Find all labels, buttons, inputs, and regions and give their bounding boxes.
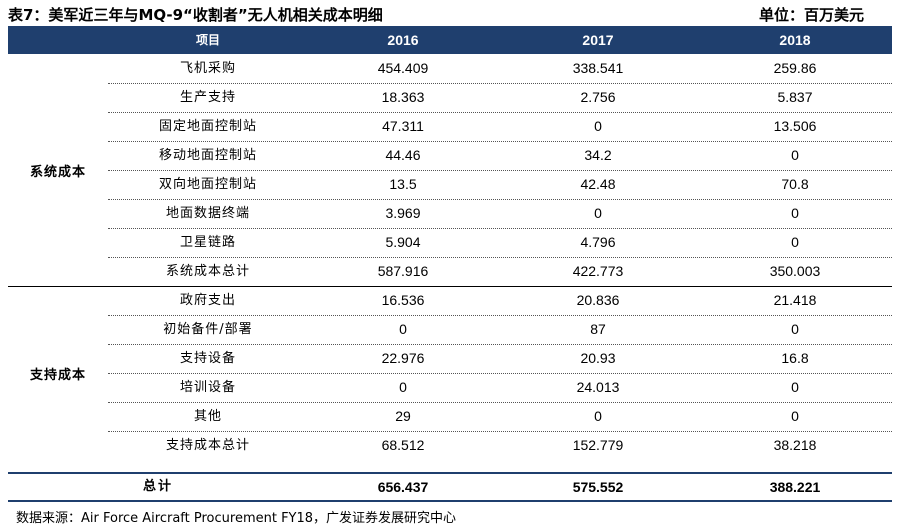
row-divider bbox=[108, 141, 892, 142]
row-label: 飞机采购 bbox=[179, 61, 236, 76]
row-divider bbox=[108, 199, 892, 200]
cell-value: 20.93 bbox=[580, 350, 616, 366]
row-divider bbox=[108, 170, 892, 171]
table-row: 其他 29 0 0 bbox=[8, 402, 892, 431]
table-row: 双向地面控制站 13.5 42.48 70.8 bbox=[8, 170, 892, 199]
table-row: 支持设备 22.976 20.93 16.8 bbox=[8, 344, 892, 373]
row-label: 初始备件/部署 bbox=[163, 322, 253, 337]
total-label: 总计 bbox=[142, 479, 173, 494]
cell-value: 22.976 bbox=[381, 350, 425, 366]
cell-value: 68.512 bbox=[381, 437, 425, 453]
cell-value: 587.916 bbox=[377, 263, 429, 279]
cell-value: 38.218 bbox=[773, 437, 817, 453]
header-year-2017: 2017 bbox=[582, 32, 614, 48]
row-label: 地面数据终端 bbox=[165, 206, 250, 221]
group-label: 支持成本 bbox=[29, 368, 86, 383]
cell-value: 13.506 bbox=[773, 118, 817, 134]
cell-value: 2.756 bbox=[580, 89, 616, 105]
cell-value: 42.48 bbox=[580, 176, 616, 192]
table-row: 移动地面控制站 44.46 34.2 0 bbox=[8, 141, 892, 170]
cell-value: 0 bbox=[791, 321, 799, 337]
cell-value: 0 bbox=[594, 205, 602, 221]
cell-value: 44.46 bbox=[385, 147, 421, 163]
group-label: 系统成本 bbox=[29, 165, 86, 180]
table-row: 生产支持 18.363 2.756 5.837 bbox=[8, 83, 892, 112]
cell-value: 350.003 bbox=[769, 263, 821, 279]
table-title: 表7：美军近三年与MQ-9“收割者”无人机相关成本明细 bbox=[8, 6, 383, 24]
cell-value: 34.2 bbox=[584, 147, 612, 163]
row-label: 支持成本总计 bbox=[165, 438, 250, 453]
cell-value: 0 bbox=[791, 379, 799, 395]
cell-value: 0 bbox=[791, 205, 799, 221]
table-header: 项目 2016 2017 2018 bbox=[8, 26, 892, 54]
table-title-bar: 表7：美军近三年与MQ-9“收割者”无人机相关成本明细 单位：百万美元 bbox=[8, 0, 892, 26]
cell-value: 422.773 bbox=[572, 263, 624, 279]
cell-value: 20.836 bbox=[576, 292, 620, 308]
cell-value: 0 bbox=[594, 118, 602, 134]
total-2017: 575.552 bbox=[572, 479, 624, 495]
cell-value: 0 bbox=[594, 408, 602, 424]
cell-value: 5.904 bbox=[385, 234, 421, 250]
row-divider bbox=[108, 315, 892, 316]
cell-value: 29 bbox=[395, 408, 411, 424]
cell-value: 87 bbox=[590, 321, 606, 337]
header-year-2016: 2016 bbox=[387, 32, 419, 48]
total-2018: 388.221 bbox=[769, 479, 821, 495]
row-label: 固定地面控制站 bbox=[158, 119, 257, 134]
cell-value: 70.8 bbox=[781, 176, 809, 192]
cell-value: 16.536 bbox=[381, 292, 425, 308]
cell-value: 0 bbox=[399, 321, 407, 337]
total-row: 总计 656.437 575.552 388.221 bbox=[8, 472, 892, 502]
group-divider bbox=[8, 286, 892, 287]
table-row: 固定地面控制站 47.311 0 13.506 bbox=[8, 112, 892, 141]
cell-value: 0 bbox=[791, 234, 799, 250]
cell-value: 24.013 bbox=[576, 379, 620, 395]
header-year-2018: 2018 bbox=[779, 32, 811, 48]
unit-label: 单位：百万美元 bbox=[758, 6, 864, 24]
source-note: 数据来源：Air Force Aircraft Procurement FY18… bbox=[16, 511, 457, 526]
table-row: 支持成本总计 68.512 152.779 38.218 bbox=[8, 431, 892, 460]
cell-value: 47.311 bbox=[382, 118, 424, 134]
cell-value: 454.409 bbox=[377, 60, 429, 76]
cell-value: 0 bbox=[791, 408, 799, 424]
cell-value: 0 bbox=[399, 379, 407, 395]
row-label: 支持设备 bbox=[179, 351, 236, 366]
cell-value: 5.837 bbox=[777, 89, 813, 105]
row-label: 生产支持 bbox=[179, 90, 236, 105]
header-item: 项目 bbox=[195, 33, 220, 47]
row-divider bbox=[108, 112, 892, 113]
cell-value: 18.363 bbox=[381, 89, 425, 105]
table-row: 飞机采购 454.409 338.541 259.86 bbox=[8, 54, 892, 83]
cell-value: 13.5 bbox=[389, 176, 417, 192]
cell-value: 259.86 bbox=[773, 60, 817, 76]
cell-value: 0 bbox=[791, 147, 799, 163]
table-row: 地面数据终端 3.969 0 0 bbox=[8, 199, 892, 228]
table-row: 卫星链路 5.904 4.796 0 bbox=[8, 228, 892, 257]
row-divider bbox=[108, 431, 892, 432]
cell-value: 338.541 bbox=[572, 60, 624, 76]
row-label: 卫星链路 bbox=[179, 235, 236, 250]
row-divider bbox=[108, 344, 892, 345]
cell-value: 3.969 bbox=[385, 205, 421, 221]
cell-value: 4.796 bbox=[580, 234, 616, 250]
row-label: 系统成本总计 bbox=[165, 264, 250, 279]
table-row: 政府支出 16.536 20.836 21.418 bbox=[8, 286, 892, 315]
row-label: 培训设备 bbox=[179, 380, 236, 395]
row-label: 移动地面控制站 bbox=[158, 148, 257, 163]
table-row: 系统成本总计 587.916 422.773 350.003 bbox=[8, 257, 892, 286]
row-divider bbox=[108, 228, 892, 229]
cell-value: 21.418 bbox=[773, 292, 817, 308]
table-row: 培训设备 0 24.013 0 bbox=[8, 373, 892, 402]
cell-value: 16.8 bbox=[781, 350, 809, 366]
row-divider bbox=[108, 83, 892, 84]
row-label: 双向地面控制站 bbox=[158, 177, 257, 192]
row-label: 政府支出 bbox=[179, 293, 236, 308]
row-divider bbox=[108, 257, 892, 258]
cell-value: 152.779 bbox=[572, 437, 624, 453]
row-label: 其他 bbox=[193, 409, 222, 424]
total-2016: 656.437 bbox=[377, 479, 429, 495]
row-divider bbox=[108, 402, 892, 403]
table-row: 初始备件/部署 0 87 0 bbox=[8, 315, 892, 344]
row-divider bbox=[108, 373, 892, 374]
